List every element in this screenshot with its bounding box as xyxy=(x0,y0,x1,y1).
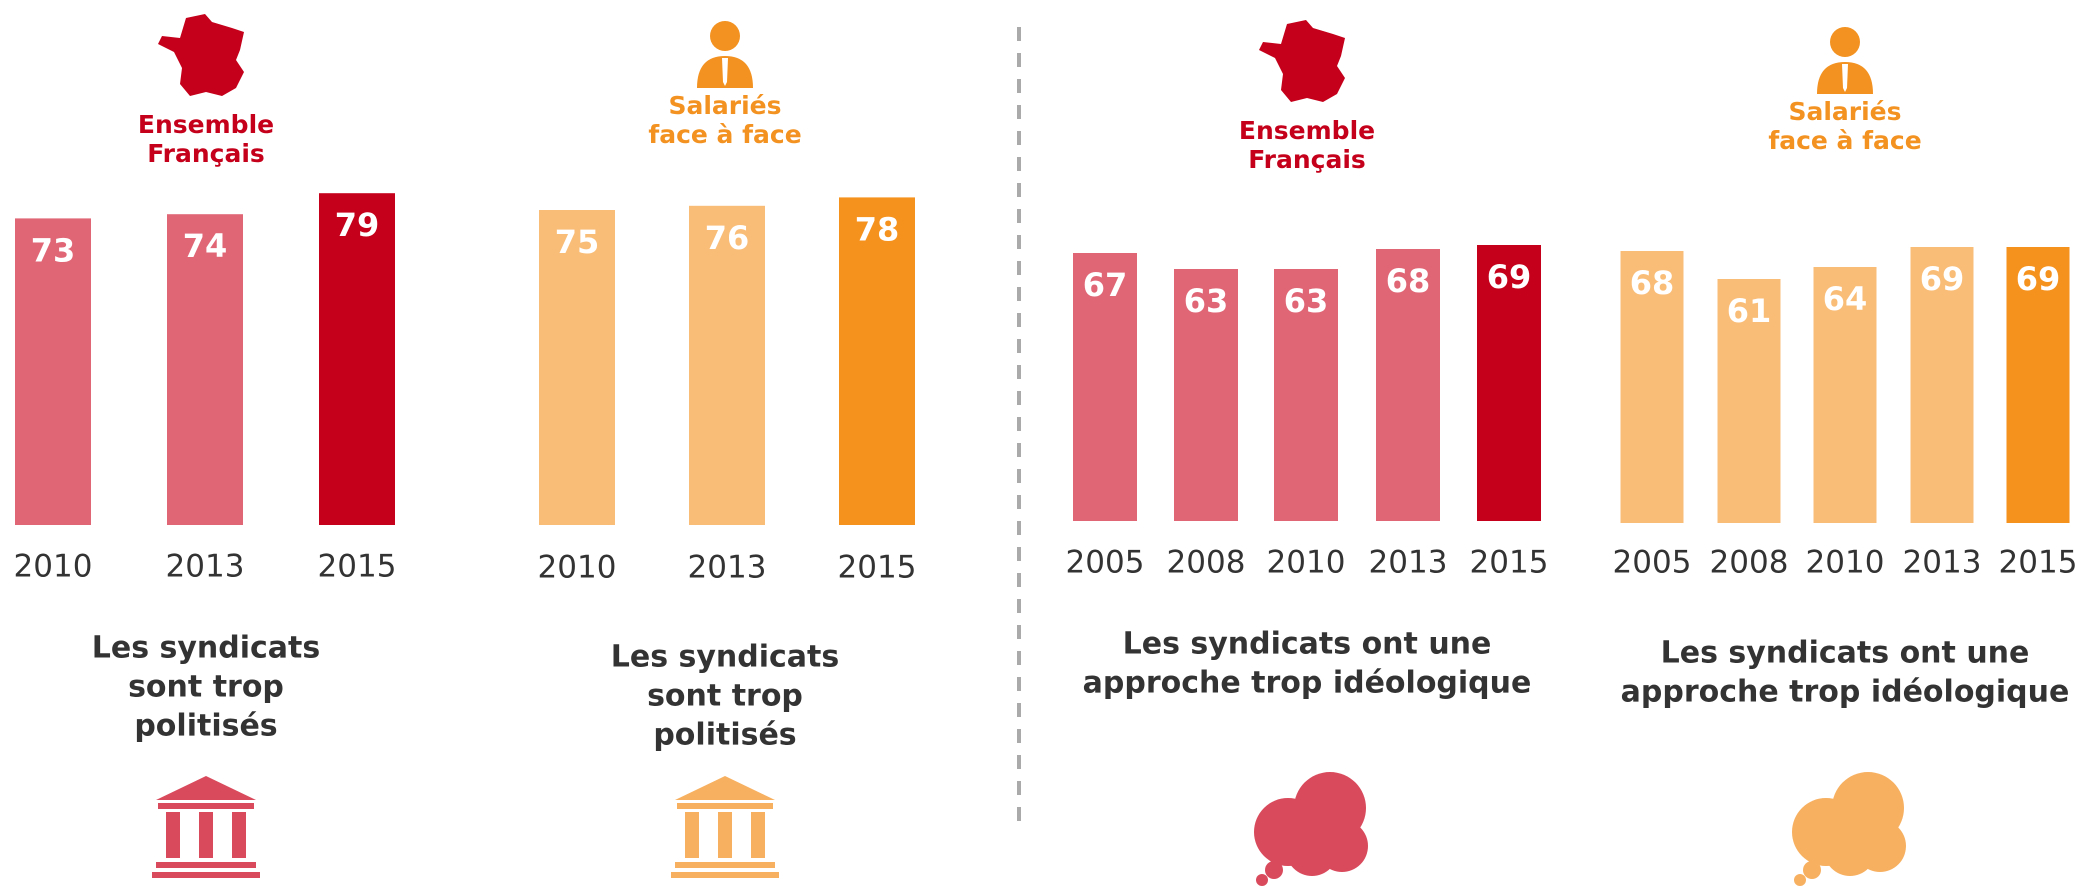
bar xyxy=(2006,247,2070,523)
x-tick-label: 2010 xyxy=(538,550,617,586)
x-tick-label: 2013 xyxy=(1369,545,1448,581)
bar xyxy=(15,218,91,525)
building-icon xyxy=(671,776,779,878)
building-icon xyxy=(152,776,260,878)
caption: sont trop xyxy=(128,670,284,705)
value-label: 73 xyxy=(31,231,76,269)
group-label: face à face xyxy=(648,120,801,149)
value-label: 74 xyxy=(183,227,228,265)
caption: Les syndicats xyxy=(611,640,840,675)
value-label: 76 xyxy=(705,219,750,257)
group-label: Salariés xyxy=(1788,97,1901,126)
bar xyxy=(167,214,243,525)
value-label: 68 xyxy=(1386,262,1431,300)
cloud-icon xyxy=(1254,772,1368,886)
cloud-icon xyxy=(1792,772,1906,886)
bar xyxy=(1274,269,1338,521)
value-label: 69 xyxy=(1487,258,1532,296)
x-tick-label: 2010 xyxy=(1267,545,1346,581)
value-label: 64 xyxy=(1823,280,1868,318)
group-label: Ensemble xyxy=(1239,116,1375,145)
group-label: Français xyxy=(1248,145,1366,174)
caption: Les syndicats ont une xyxy=(1661,636,2030,671)
bar xyxy=(1910,247,1974,523)
caption: sont trop xyxy=(647,679,803,714)
france-icon xyxy=(1259,20,1345,102)
value-label: 63 xyxy=(1284,282,1329,320)
value-label: 78 xyxy=(855,210,900,248)
x-tick-label: 2015 xyxy=(318,549,397,585)
caption: politisés xyxy=(134,709,277,744)
group-label: Français xyxy=(147,139,265,168)
group-label: face à face xyxy=(1768,126,1921,155)
x-tick-label: 2015 xyxy=(1999,545,2078,581)
value-label: 67 xyxy=(1083,266,1128,304)
value-label: 68 xyxy=(1630,264,1675,302)
caption: Les syndicats ont une xyxy=(1123,627,1492,662)
group-label: Salariés xyxy=(668,91,781,120)
value-label: 61 xyxy=(1727,292,1772,330)
x-tick-label: 2005 xyxy=(1613,545,1692,581)
value-label: 75 xyxy=(555,223,600,261)
bar xyxy=(1174,269,1238,521)
x-tick-label: 2008 xyxy=(1710,545,1789,581)
value-label: 69 xyxy=(1920,260,1965,298)
bar xyxy=(1717,279,1781,523)
caption: politisés xyxy=(653,718,796,753)
bar xyxy=(839,197,915,525)
bar xyxy=(689,205,765,526)
value-label: 79 xyxy=(335,206,380,244)
bar xyxy=(319,193,395,525)
bar xyxy=(1620,251,1684,523)
x-tick-label: 2015 xyxy=(1470,545,1549,581)
x-tick-label: 2013 xyxy=(166,549,245,585)
bar xyxy=(1477,245,1541,521)
x-tick-label: 2005 xyxy=(1066,545,1145,581)
caption: Les syndicats xyxy=(92,631,321,666)
value-label: 69 xyxy=(2016,260,2061,298)
value-label: 63 xyxy=(1184,282,1229,320)
x-tick-label: 2013 xyxy=(688,550,767,586)
x-tick-label: 2015 xyxy=(838,550,917,586)
bar xyxy=(539,210,615,525)
bar xyxy=(1813,267,1877,523)
bar xyxy=(1073,253,1137,521)
x-tick-label: 2010 xyxy=(14,549,93,585)
france-icon xyxy=(158,14,244,96)
bar xyxy=(1376,249,1440,521)
caption: approche trop idéologique xyxy=(1083,666,1532,701)
x-tick-label: 2013 xyxy=(1903,545,1982,581)
group-label: Ensemble xyxy=(138,110,274,139)
caption: approche trop idéologique xyxy=(1621,675,2070,710)
x-tick-label: 2010 xyxy=(1806,545,1885,581)
x-tick-label: 2008 xyxy=(1167,545,1246,581)
